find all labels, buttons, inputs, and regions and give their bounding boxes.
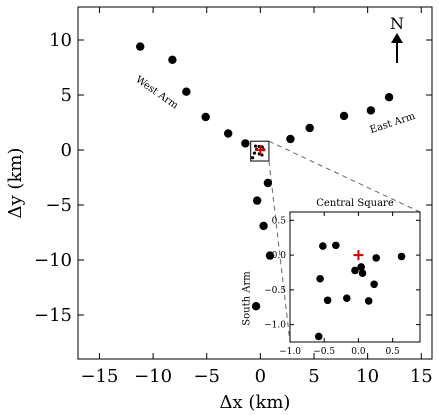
- inset-x-tick-label: −0.5: [313, 347, 335, 357]
- inset-data-point: [364, 297, 373, 305]
- y-tick-label: −10: [34, 250, 72, 271]
- x-tick-label: −15: [80, 366, 118, 387]
- inset-x-tick-label: −1.0: [279, 347, 301, 357]
- main-plot-frame: [77, 6, 433, 360]
- x-tick-label: 15: [410, 366, 433, 387]
- main-data-point: [223, 129, 233, 138]
- inset-y-tick-label: 0.0: [272, 251, 287, 261]
- inset-data-point: [323, 296, 332, 305]
- inset-data-point: [372, 254, 381, 262]
- inset-data-point: [351, 266, 359, 275]
- inset-data-point: [314, 332, 323, 341]
- main-data-point: [366, 106, 376, 115]
- north-arrow-label: N: [390, 14, 404, 33]
- inset-data-point: [397, 252, 406, 261]
- central-cluster-point: [252, 151, 257, 155]
- main-data-point: [339, 111, 349, 121]
- zoom-region-box: [250, 140, 270, 162]
- inset-frame: [289, 211, 421, 343]
- y-tick-label: 10: [49, 30, 72, 51]
- y-tick-label: −15: [34, 305, 72, 326]
- y-tick-label: 5: [61, 85, 72, 106]
- y-tick-label: −5: [45, 195, 72, 216]
- annotation-label: South Arm: [242, 271, 253, 326]
- inset-data-point: [342, 294, 351, 303]
- inset-data-point: [316, 274, 324, 283]
- x-tick-label: 5: [308, 366, 319, 387]
- inset-title: Central Square: [316, 198, 394, 209]
- main-data-point: [263, 178, 273, 188]
- main-data-point: [259, 221, 268, 231]
- main-data-point: [168, 55, 177, 64]
- x-axis-label: Δx (km): [220, 392, 291, 413]
- main-data-point: [182, 87, 191, 96]
- central-cluster-point: [251, 156, 255, 160]
- main-data-point: [265, 251, 275, 260]
- north-arrow: N: [390, 14, 404, 63]
- inset-y-tick-label: −1.0: [264, 321, 286, 331]
- inset-data-point: [358, 269, 367, 277]
- inset-data-point: [370, 280, 378, 289]
- zoom-connector-bottom: [268, 160, 291, 343]
- main-plot: [136, 42, 421, 343]
- x-tick-label: −5: [193, 366, 220, 387]
- central-cluster-point: [253, 144, 258, 148]
- inset-x-tick-label: 0.5: [385, 347, 400, 357]
- inset-x-tick-label: 0.0: [351, 347, 366, 357]
- main-data-point: [251, 302, 261, 311]
- inset-data-point: [332, 241, 340, 250]
- x-tick-label: 0: [255, 366, 266, 387]
- main-axes: −15 −10 −5 0 5 10 15 −15 −10 −5 0 5 10 Δx (km) Δy (km): [5, 6, 433, 413]
- inset-y-tick-label: 0.5: [272, 216, 287, 226]
- north-arrow-head: [391, 33, 403, 43]
- zoom-connector-top: [268, 140, 421, 213]
- main-data-point: [305, 123, 314, 133]
- inset-data-point: [319, 242, 327, 250]
- main-data-point: [136, 42, 145, 51]
- x-tick-label: 10: [356, 366, 379, 387]
- inset-y-tick-label: −0.5: [264, 286, 286, 296]
- x-tick-label: −10: [134, 366, 172, 387]
- central-cluster-point: [260, 145, 264, 149]
- inset-plot: Central Square −1.0 −0.5 0.0 0.5 −1.0 −0.5 0.0 0…: [264, 198, 421, 357]
- main-data-point: [241, 139, 250, 148]
- main-data-point: [384, 93, 394, 102]
- y-axis-label: Δy (km): [5, 148, 26, 219]
- main-data-point: [252, 196, 262, 205]
- main-data-point: [286, 134, 295, 144]
- main-data-point: [201, 112, 210, 122]
- inset-data-point: [357, 263, 365, 271]
- y-tick-label: 0: [61, 140, 72, 161]
